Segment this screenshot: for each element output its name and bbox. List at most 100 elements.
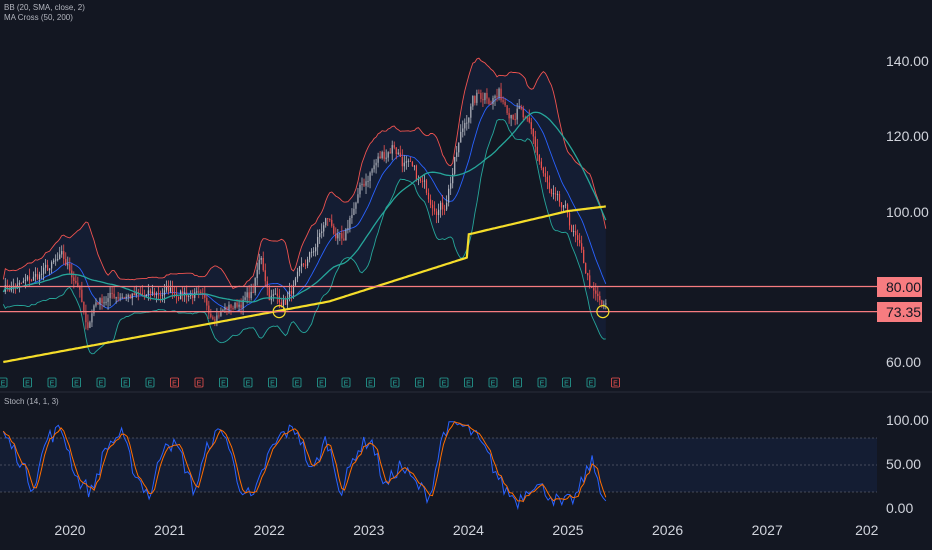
candle-body bbox=[401, 156, 403, 167]
candle-body bbox=[290, 290, 293, 294]
candle-body bbox=[327, 218, 329, 220]
earnings-marker[interactable] bbox=[586, 377, 596, 388]
candle-body bbox=[306, 259, 309, 266]
candle-body bbox=[347, 228, 349, 230]
candle-body bbox=[518, 106, 520, 109]
earnings-marker[interactable] bbox=[145, 377, 155, 388]
earnings-marker[interactable] bbox=[390, 377, 400, 388]
stoch-legend[interactable]: Stoch (14, 1, 3) bbox=[4, 397, 59, 406]
bb-legend[interactable]: BB (20, SMA, close, 2) bbox=[4, 3, 85, 12]
earnings-marker[interactable] bbox=[439, 377, 449, 388]
candle-body bbox=[464, 122, 466, 129]
earnings-marker[interactable] bbox=[292, 377, 302, 388]
candle-body bbox=[230, 304, 232, 308]
candle-body bbox=[570, 225, 573, 232]
candle-body bbox=[184, 292, 186, 295]
candle-body bbox=[558, 194, 561, 203]
candle-body bbox=[167, 286, 170, 292]
candle-body bbox=[395, 147, 397, 154]
time-tick-label: 2027 bbox=[752, 522, 783, 538]
candle-body bbox=[55, 259, 57, 261]
candle-body bbox=[51, 262, 53, 269]
earnings-marker[interactable] bbox=[513, 377, 522, 388]
earnings-marker[interactable] bbox=[488, 377, 498, 388]
candle-body bbox=[542, 167, 544, 174]
candle-body bbox=[472, 95, 474, 107]
candle-body bbox=[103, 302, 105, 304]
candle-body bbox=[101, 298, 103, 303]
candle-body bbox=[315, 247, 317, 252]
candle-body bbox=[282, 299, 284, 306]
candle-body bbox=[488, 98, 490, 104]
earnings-marker[interactable] bbox=[366, 377, 375, 388]
bb-lower-line bbox=[2, 119, 606, 355]
candle-body bbox=[20, 282, 23, 284]
candle-body bbox=[544, 173, 546, 177]
candle-body bbox=[242, 299, 244, 308]
candle-body bbox=[115, 297, 117, 299]
earnings-marker[interactable] bbox=[72, 377, 81, 388]
earnings-marker[interactable] bbox=[317, 377, 326, 388]
candle-body bbox=[504, 101, 506, 106]
candle-body bbox=[566, 204, 569, 214]
earnings-marker[interactable] bbox=[47, 377, 57, 388]
earnings-marker[interactable] bbox=[341, 377, 351, 388]
earnings-marker[interactable] bbox=[96, 377, 106, 388]
candle-body bbox=[496, 96, 498, 98]
earnings-marker[interactable] bbox=[243, 377, 253, 388]
ma-cross-legend[interactable]: MA Cross (50, 200) bbox=[4, 13, 73, 22]
earnings-marker[interactable] bbox=[23, 377, 32, 388]
legend-top: BB (20, SMA, close, 2) MA Cross (50, 200… bbox=[4, 3, 85, 23]
candle-body bbox=[391, 145, 393, 154]
earnings-marker[interactable] bbox=[194, 377, 204, 388]
bb-upper-line bbox=[2, 57, 607, 290]
candle-body bbox=[599, 296, 601, 301]
candle-body bbox=[534, 136, 536, 147]
earnings-marker[interactable] bbox=[611, 377, 620, 388]
candle-body bbox=[423, 180, 426, 182]
earnings-marker[interactable] bbox=[562, 377, 571, 388]
earnings-marker[interactable] bbox=[268, 377, 277, 388]
candle-body bbox=[460, 131, 462, 143]
stoch-k-line bbox=[2, 421, 607, 511]
earnings-marker-label: E bbox=[564, 381, 569, 388]
candle-body bbox=[365, 181, 367, 186]
candle-body bbox=[415, 165, 418, 180]
earnings-marker[interactable] bbox=[121, 377, 130, 388]
candle-body bbox=[256, 269, 258, 279]
earnings-marker[interactable] bbox=[170, 377, 179, 388]
candle-body bbox=[335, 233, 337, 239]
candle-body bbox=[363, 183, 365, 186]
earnings-marker[interactable] bbox=[415, 377, 424, 388]
candle-body bbox=[165, 286, 168, 291]
resistance-badge[interactable] bbox=[877, 277, 922, 297]
candle-body bbox=[177, 296, 180, 300]
earnings-marker[interactable] bbox=[219, 377, 228, 388]
earnings-marker-label: E bbox=[368, 381, 373, 388]
candle-body bbox=[435, 211, 438, 216]
candle-body bbox=[121, 297, 123, 299]
earnings-marker[interactable] bbox=[464, 377, 473, 388]
earnings-marker-label: E bbox=[123, 381, 128, 388]
candle-body bbox=[506, 105, 508, 114]
candle-body bbox=[32, 276, 35, 281]
earnings-marker[interactable] bbox=[537, 377, 547, 388]
support-badge[interactable] bbox=[877, 302, 922, 322]
candle-body bbox=[355, 202, 357, 209]
candle-body bbox=[397, 152, 399, 154]
earnings-marker-label: E bbox=[442, 381, 447, 388]
candle-body bbox=[234, 302, 236, 309]
candle-body bbox=[371, 169, 373, 173]
candle-body bbox=[280, 302, 282, 306]
candle-body bbox=[345, 229, 347, 241]
cross-marker bbox=[272, 305, 286, 319]
stoch-band bbox=[0, 438, 877, 492]
candle-body bbox=[147, 290, 149, 295]
candle-body bbox=[593, 287, 595, 291]
candle-body bbox=[522, 108, 524, 118]
stoch-tick-100: 100.00 bbox=[886, 412, 929, 428]
candle-body bbox=[24, 279, 27, 281]
earnings-marker[interactable] bbox=[0, 377, 8, 388]
candle-body bbox=[540, 161, 542, 168]
